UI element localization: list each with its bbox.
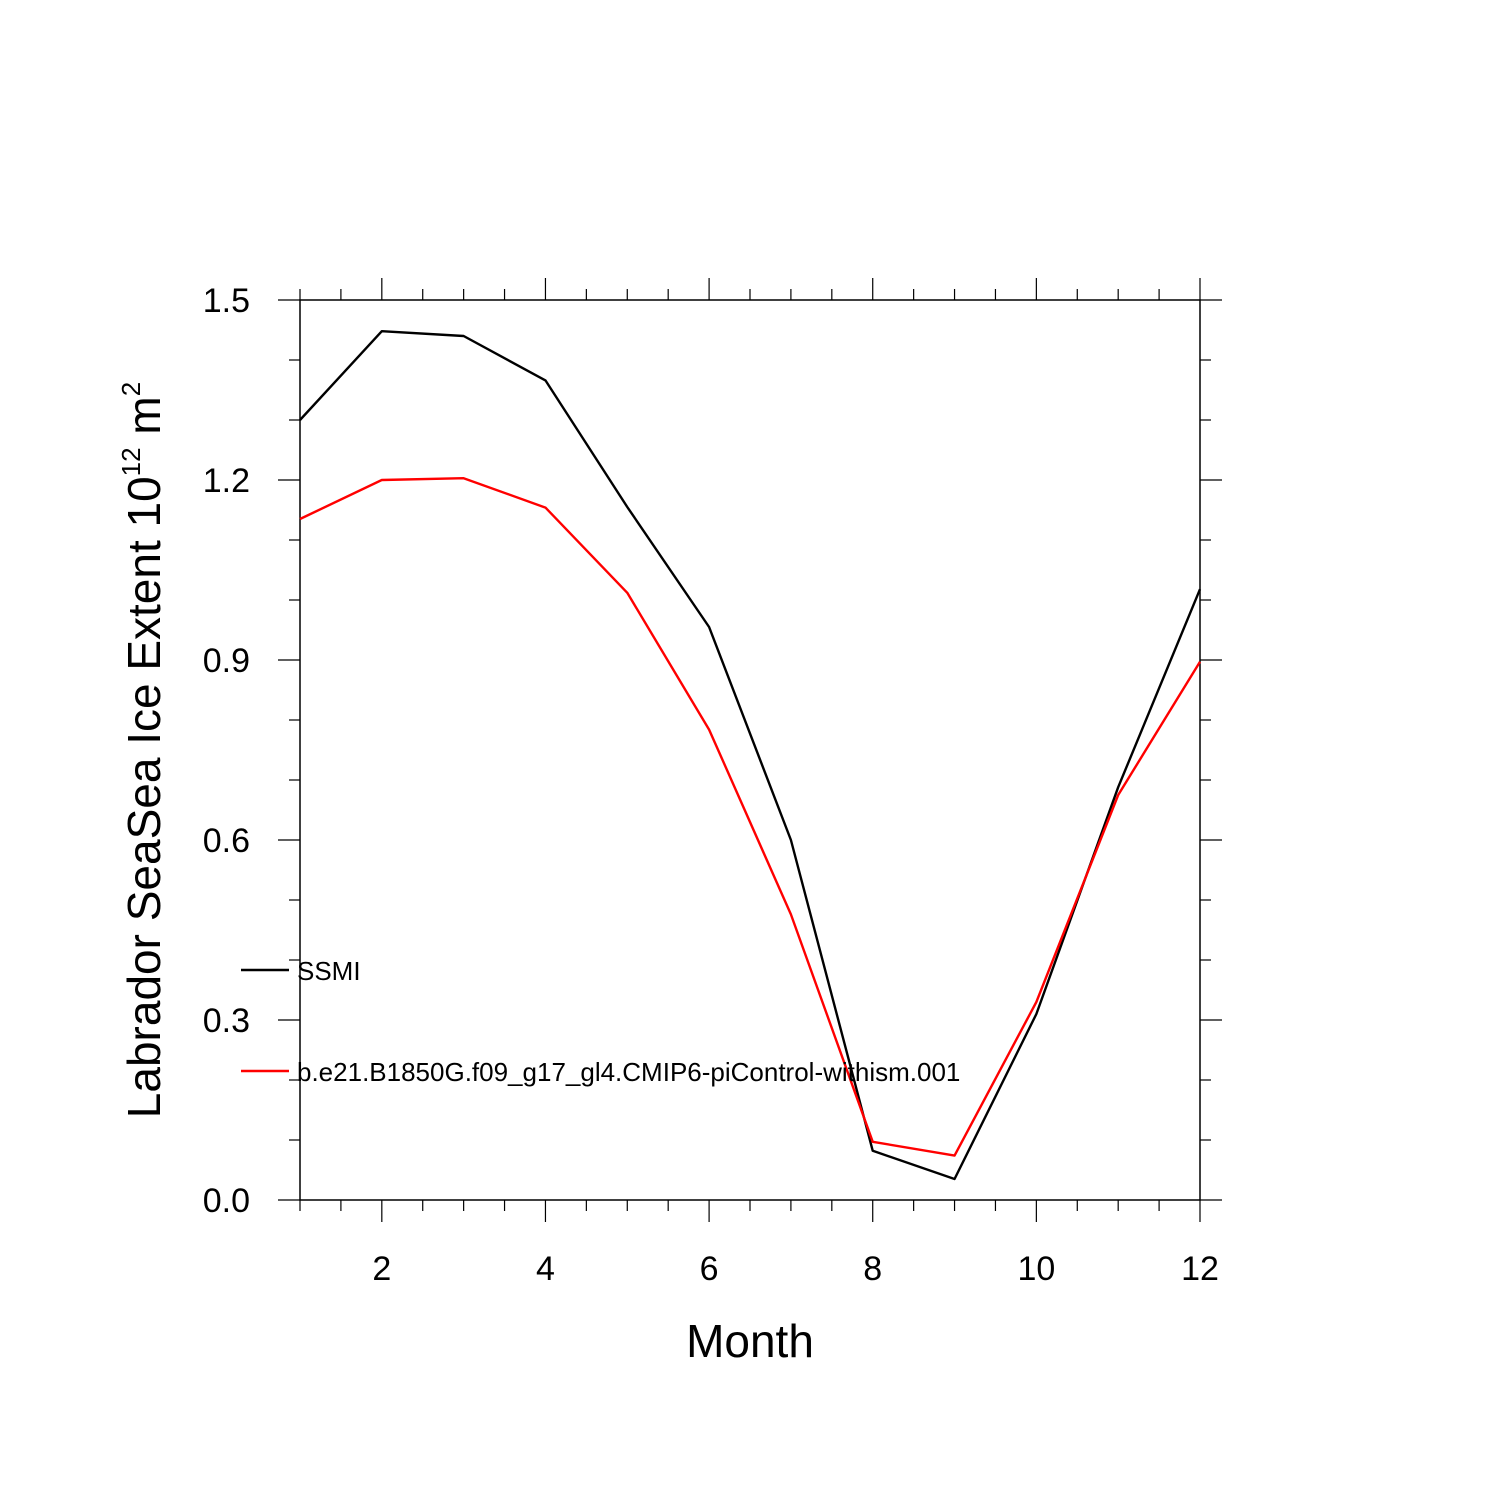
axis-ticks — [278, 278, 1222, 1222]
y-tick-label: 0.3 — [203, 1002, 250, 1040]
legend: SSMI b.e21.B1850G.f09_g17_gl4.CMIP6-piCon… — [241, 956, 960, 1087]
y-tick-label: 1.5 — [203, 282, 250, 320]
y-tick-label: 0.9 — [203, 642, 250, 680]
x-tick-label: 6 — [700, 1250, 719, 1288]
y-tick-label: 0.6 — [203, 822, 250, 860]
y-tick-label: 1.2 — [203, 462, 250, 500]
x-axis-title: Month — [686, 1315, 814, 1367]
series-lines — [299, 330, 1202, 1181]
x-tick-label: 2 — [372, 1250, 391, 1288]
series-line-2 — [299, 477, 1202, 1157]
y-axis-title-unit: m — [118, 396, 170, 447]
tick-labels: 2 4 6 8 10 12 0.0 0.3 0.6 0.9 1.2 1.5 — [203, 282, 1219, 1288]
x-tick-label: 4 — [536, 1250, 555, 1288]
y-axis-title: Labrador SeaSea Ice Extent 1012 m2 — [116, 382, 170, 1118]
y-axis-title-exponent: 12 — [116, 447, 146, 476]
y-tick-label: 0.0 — [203, 1182, 250, 1220]
y-axis-title-main: Labrador SeaSea Ice Extent 10 — [118, 476, 170, 1118]
series-line-1 — [299, 330, 1202, 1181]
x-tick-label: 12 — [1181, 1250, 1219, 1288]
legend-label: SSMI — [297, 956, 361, 986]
x-tick-label: 10 — [1017, 1250, 1055, 1288]
legend-label: b.e21.B1850G.f09_g17_gl4.CMIP6-piControl… — [297, 1057, 960, 1087]
x-tick-label: 8 — [863, 1250, 882, 1288]
y-axis-title-unit-exponent: 2 — [116, 382, 146, 396]
